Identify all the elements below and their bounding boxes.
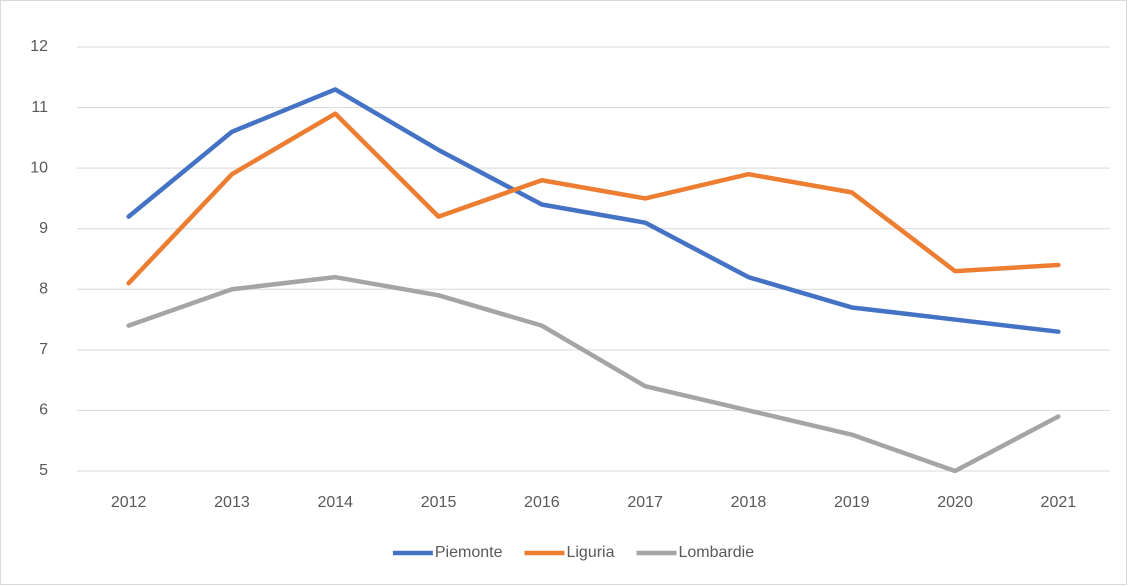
y-tick-label: 10 bbox=[30, 159, 48, 176]
x-tick-label: 2013 bbox=[214, 494, 250, 511]
x-tick-label: 2021 bbox=[1041, 494, 1077, 511]
x-tick-label: 2017 bbox=[627, 494, 663, 511]
line-series bbox=[126, 274, 1061, 474]
x-tick-label: 2020 bbox=[937, 494, 973, 511]
x-tick-label: 2016 bbox=[524, 494, 560, 511]
legend-label: Piemonte bbox=[435, 544, 503, 561]
line-series bbox=[126, 111, 1061, 286]
x-tick-label: 2015 bbox=[421, 494, 457, 511]
y-tick-label: 6 bbox=[39, 402, 48, 419]
line-series bbox=[126, 87, 1061, 334]
y-tick-label: 7 bbox=[39, 341, 48, 358]
x-tick-label: 2012 bbox=[111, 494, 147, 511]
y-tick-label: 5 bbox=[39, 462, 48, 479]
legend-label: Liguria bbox=[566, 544, 614, 561]
x-tick-label: 2019 bbox=[834, 494, 870, 511]
y-tick-label: 12 bbox=[30, 38, 48, 55]
x-tick-label: 2014 bbox=[317, 494, 353, 511]
legend-label: Lombardie bbox=[679, 544, 755, 561]
y-tick-label: 11 bbox=[31, 99, 48, 116]
y-tick-label: 9 bbox=[39, 220, 48, 237]
x-tick-label: 2018 bbox=[731, 494, 767, 511]
y-tick-label: 8 bbox=[39, 281, 48, 298]
